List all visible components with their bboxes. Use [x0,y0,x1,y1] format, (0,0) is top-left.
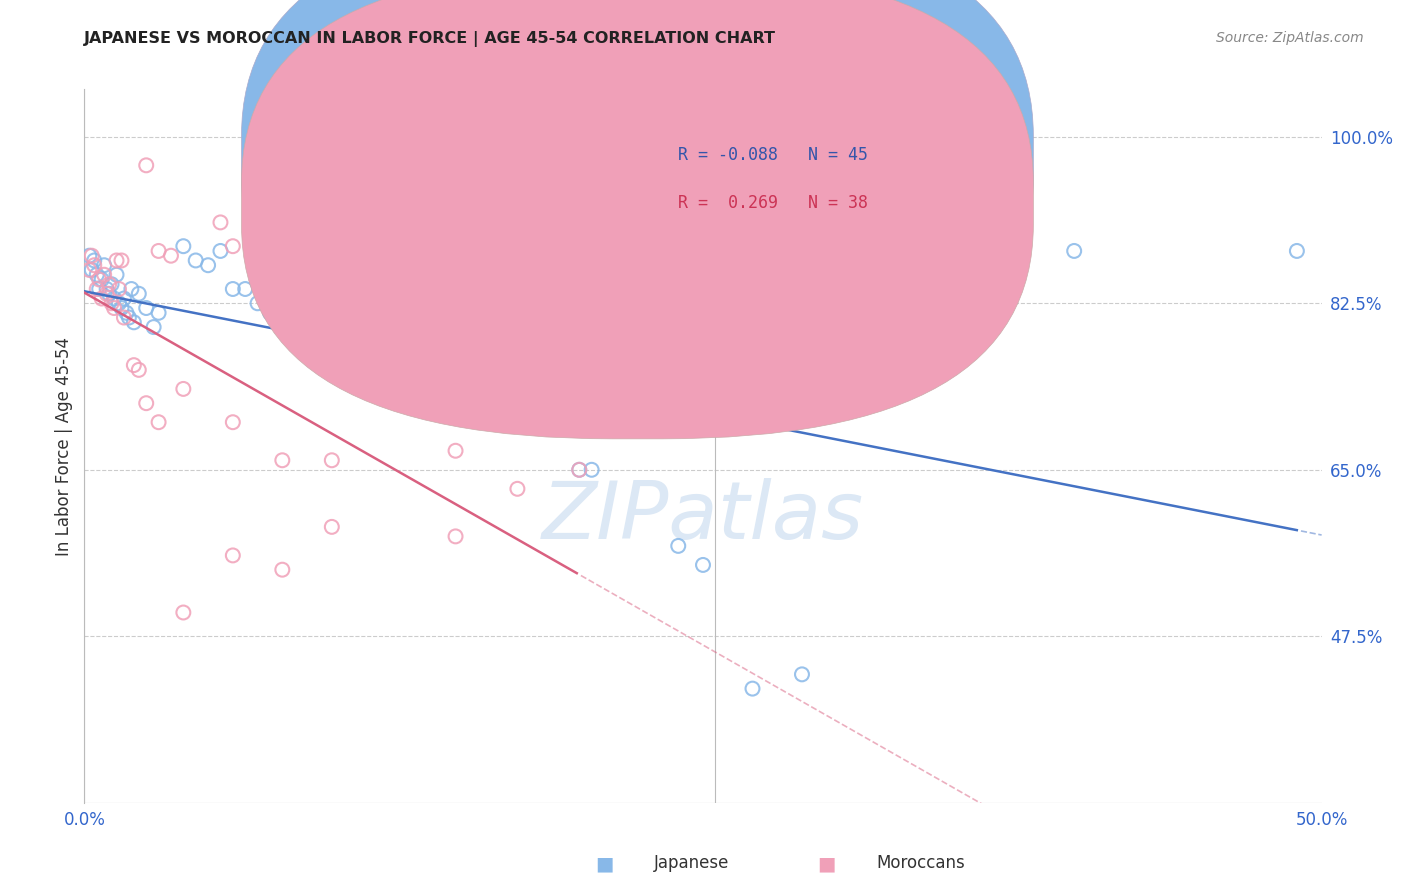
Text: Japanese: Japanese [654,855,728,872]
Point [172,239,194,253]
Point [222,282,245,296]
Point [128,286,150,301]
Point [233,282,256,296]
Point [122,358,145,372]
Text: R = -0.088   N = 45: R = -0.088 N = 45 [678,146,869,164]
Point [790,667,813,681]
Point [666,539,689,553]
Point [506,482,529,496]
Point [481,372,503,386]
Point [135,396,157,410]
Point [108,296,131,310]
Point [103,292,125,306]
Point [506,358,529,372]
FancyBboxPatch shape [242,0,1033,392]
Point [222,415,245,429]
Point [148,415,170,429]
Point [135,301,157,315]
Point [105,253,128,268]
Point [79,249,101,263]
Point [308,329,330,343]
Point [86,268,108,282]
Point [692,558,714,572]
Y-axis label: In Labor Force | Age 45-54: In Labor Force | Age 45-54 [55,336,73,556]
Point [98,286,121,301]
Point [93,268,115,282]
Point [98,277,121,292]
Point [172,382,194,396]
Point [172,606,194,620]
Text: ZIPatlas: ZIPatlas [541,478,865,557]
Point [108,282,131,296]
Point [148,244,170,258]
Point [222,239,245,253]
Point [1063,244,1085,258]
Point [79,263,101,277]
Point [321,453,343,467]
Point [122,315,145,329]
Point [83,253,105,268]
Point [86,282,108,296]
Point [209,244,232,258]
Point [96,286,118,301]
Point [271,301,294,315]
Point [93,258,115,272]
Point [105,268,128,282]
Point [568,463,591,477]
Point [110,301,132,315]
Point [100,277,122,292]
Point [112,292,135,306]
Point [271,563,294,577]
Point [321,520,343,534]
Point [346,363,368,377]
Point [89,272,111,286]
Point [90,272,112,286]
Point [197,258,219,272]
Point [103,301,125,315]
Point [148,306,170,320]
Point [259,306,281,320]
Point [83,258,105,272]
Point [160,249,183,263]
FancyBboxPatch shape [242,0,1033,439]
Point [96,282,118,296]
Point [80,263,103,277]
Point [444,529,467,543]
Point [135,158,157,172]
Text: Moroccans: Moroccans [876,855,965,872]
Point [222,549,245,563]
Point [295,320,318,334]
Point [395,377,418,392]
Point [115,306,138,320]
Text: R =  0.269   N = 38: R = 0.269 N = 38 [678,194,869,212]
Point [271,453,294,467]
Text: JAPANESE VS MOROCCAN IN LABOR FORCE | AGE 45-54 CORRELATION CHART: JAPANESE VS MOROCCAN IN LABOR FORCE | AG… [84,31,776,47]
Point [184,253,207,268]
Point [142,320,165,334]
Point [110,253,132,268]
Point [246,296,269,310]
Point [581,463,603,477]
Point [444,443,467,458]
Point [80,249,103,263]
Point [128,363,150,377]
Point [100,296,122,310]
Point [118,310,141,325]
Point [112,310,135,325]
Text: ■: ■ [817,854,837,873]
Point [90,292,112,306]
Point [209,215,232,229]
FancyBboxPatch shape [585,114,956,239]
Text: ■: ■ [595,854,613,873]
Point [568,463,591,477]
Point [741,681,763,696]
Point [120,282,142,296]
Text: Source: ZipAtlas.com: Source: ZipAtlas.com [1216,31,1364,45]
Point [89,282,111,296]
Point [1285,244,1308,258]
